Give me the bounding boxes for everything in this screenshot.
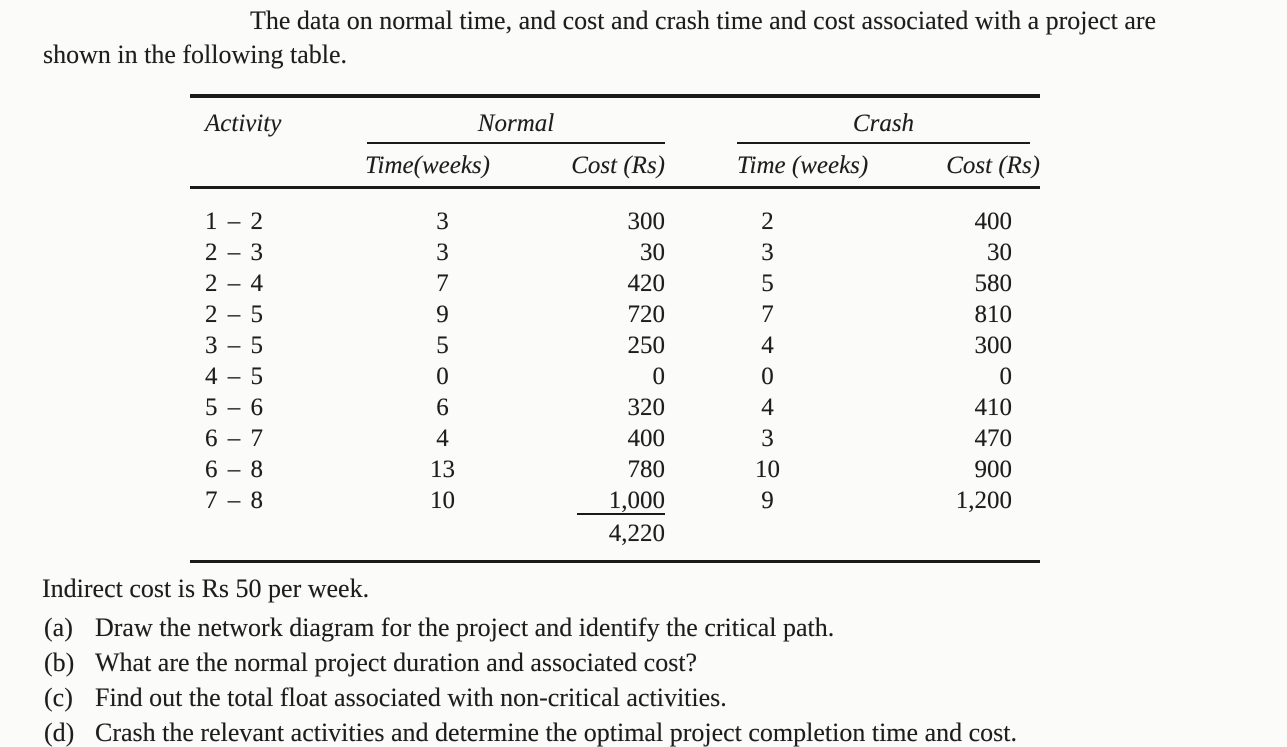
crash-cost-cell: 0 — [999, 363, 1013, 390]
activity-cell: 4 – 5 — [205, 363, 265, 390]
normal-time-cell: 7 — [436, 270, 449, 297]
intro-paragraph-line1: The data on normal time, and cost and cr… — [250, 6, 1157, 35]
normal-time-cell: 3 — [436, 208, 449, 235]
normal-time-cell: 4 — [436, 425, 449, 452]
normal-group-header: Normal — [367, 106, 665, 144]
activity-column-header: Activity — [205, 110, 282, 137]
table-group-header-row: Activity Normal Crash — [190, 106, 1040, 144]
table-header-rule — [190, 186, 1040, 189]
normal-cost-cell: 250 — [627, 332, 666, 359]
question-text: Draw the network diagram for the project… — [95, 613, 835, 642]
crash-cost-cell: 580 — [974, 270, 1013, 297]
normal-cost-cell: 1,000 — [608, 487, 665, 514]
crash-cost-cell: 810 — [974, 301, 1013, 328]
normal-time-column-header: Time(weeks) — [365, 152, 490, 179]
table-row: 2 – 3 3 30 3 30 — [190, 237, 1040, 268]
table-row: 6 – 7 4 400 3 470 — [190, 423, 1040, 454]
crash-time-cell: 2 — [761, 208, 774, 235]
crash-cost-cell: 1,200 — [955, 487, 1012, 514]
normal-time-cell: 13 — [430, 456, 455, 483]
table-row: 1 – 2 3 300 2 400 — [190, 206, 1040, 237]
normal-cost-cell: 0 — [652, 363, 666, 390]
question-item: (d) Crash the relevant activities and de… — [44, 715, 1017, 747]
crash-cost-cell: 470 — [974, 425, 1013, 452]
activity-cell: 7 – 8 — [205, 487, 265, 514]
table-top-rule — [190, 94, 1040, 98]
normal-cost-cell: 780 — [627, 456, 666, 483]
table-row: 5 – 6 6 320 4 410 — [190, 392, 1040, 423]
crash-time-cell: 10 — [755, 456, 780, 483]
crash-time-cell: 0 — [761, 363, 774, 390]
normal-cost-column-header: Cost (Rs) — [571, 152, 665, 179]
question-label: (a) — [44, 613, 73, 642]
question-label: (d) — [44, 718, 75, 747]
empty-header-cell — [190, 150, 365, 182]
normal-cost-cell: 400 — [627, 425, 666, 452]
table-row: 6 – 8 13 780 10 900 — [190, 454, 1040, 485]
crash-time-cell: 5 — [761, 270, 774, 297]
activity-cell: 2 – 3 — [205, 239, 265, 266]
table-row: 2 – 5 9 720 7 810 — [190, 299, 1040, 330]
question-label: (b) — [44, 648, 75, 677]
question-item: (c) Find out the total float associated … — [44, 680, 1017, 715]
normal-cost-cell: 300 — [627, 208, 666, 235]
question-list: (a) Draw the network diagram for the pro… — [44, 610, 1017, 747]
normal-cost-cell: 30 — [640, 239, 665, 266]
question-label: (c) — [44, 683, 73, 712]
table-total-row: 4,220 — [190, 513, 1040, 548]
activity-cell: 2 – 4 — [205, 270, 265, 297]
crash-cost-column-header: Cost (Rs) — [946, 152, 1040, 179]
activity-cell: 3 – 5 — [205, 332, 265, 359]
question-item: (b) What are the normal project duration… — [44, 645, 1017, 680]
normal-time-cell: 3 — [436, 239, 449, 266]
normal-cost-cell: 320 — [627, 394, 666, 421]
activity-cell: 5 – 6 — [205, 394, 265, 421]
crash-cost-cell: 410 — [974, 394, 1013, 421]
activity-cell: 6 – 7 — [205, 425, 265, 452]
normal-cost-cell: 720 — [627, 301, 666, 328]
crash-time-cell: 4 — [761, 394, 774, 421]
project-time-cost-table: Activity Normal Crash Time(weeks) Cost (… — [190, 94, 1040, 564]
activity-cell: 1 – 2 — [205, 208, 265, 235]
crash-cost-cell: 400 — [974, 208, 1013, 235]
crash-cost-cell: 300 — [974, 332, 1013, 359]
normal-time-cell: 5 — [436, 332, 449, 359]
indirect-cost-note: Indirect cost is Rs 50 per week. — [42, 574, 370, 603]
crash-time-cell: 3 — [761, 239, 774, 266]
question-text: Find out the total float associated with… — [95, 683, 727, 712]
activity-cell: 6 – 8 — [205, 456, 265, 483]
crash-group-header: Crash — [737, 106, 1030, 144]
normal-time-cell: 9 — [436, 301, 449, 328]
activity-cell: 2 – 5 — [205, 301, 265, 328]
table-body: 1 – 2 3 300 2 400 2 – 3 3 30 3 30 2 – 4 … — [190, 206, 1040, 516]
normal-cost-total-cell: 4,220 — [520, 513, 665, 548]
table-subheader-row: Time(weeks) Cost (Rs) Time (weeks) Cost … — [190, 150, 1040, 182]
crash-cost-cell: 30 — [987, 239, 1012, 266]
normal-time-cell: 0 — [436, 363, 449, 390]
table-row: 3 – 5 5 250 4 300 — [190, 330, 1040, 361]
question-text: What are the normal project duration and… — [95, 648, 698, 677]
normal-time-cell: 10 — [430, 487, 455, 514]
table-row: 4 – 5 0 0 0 0 — [190, 361, 1040, 392]
crash-time-column-header: Time (weeks) — [737, 152, 869, 179]
crash-time-cell: 9 — [761, 487, 774, 514]
crash-cost-cell: 900 — [974, 456, 1013, 483]
table-bottom-rule — [190, 560, 1040, 563]
question-text: Crash the relevant activities and determ… — [95, 718, 1017, 747]
normal-cost-cell: 420 — [627, 270, 666, 297]
table-row: 2 – 4 7 420 5 580 — [190, 268, 1040, 299]
crash-time-cell: 3 — [761, 425, 774, 452]
question-item: (a) Draw the network diagram for the pro… — [44, 610, 1017, 645]
normal-cost-total-value: 4,220 — [577, 513, 665, 548]
normal-time-cell: 6 — [436, 394, 449, 421]
crash-time-cell: 4 — [761, 332, 774, 359]
table-row: 7 – 8 10 1,000 9 1,200 — [190, 485, 1040, 516]
intro-paragraph-line2: shown in the following table. — [43, 40, 348, 69]
crash-time-cell: 7 — [761, 301, 774, 328]
